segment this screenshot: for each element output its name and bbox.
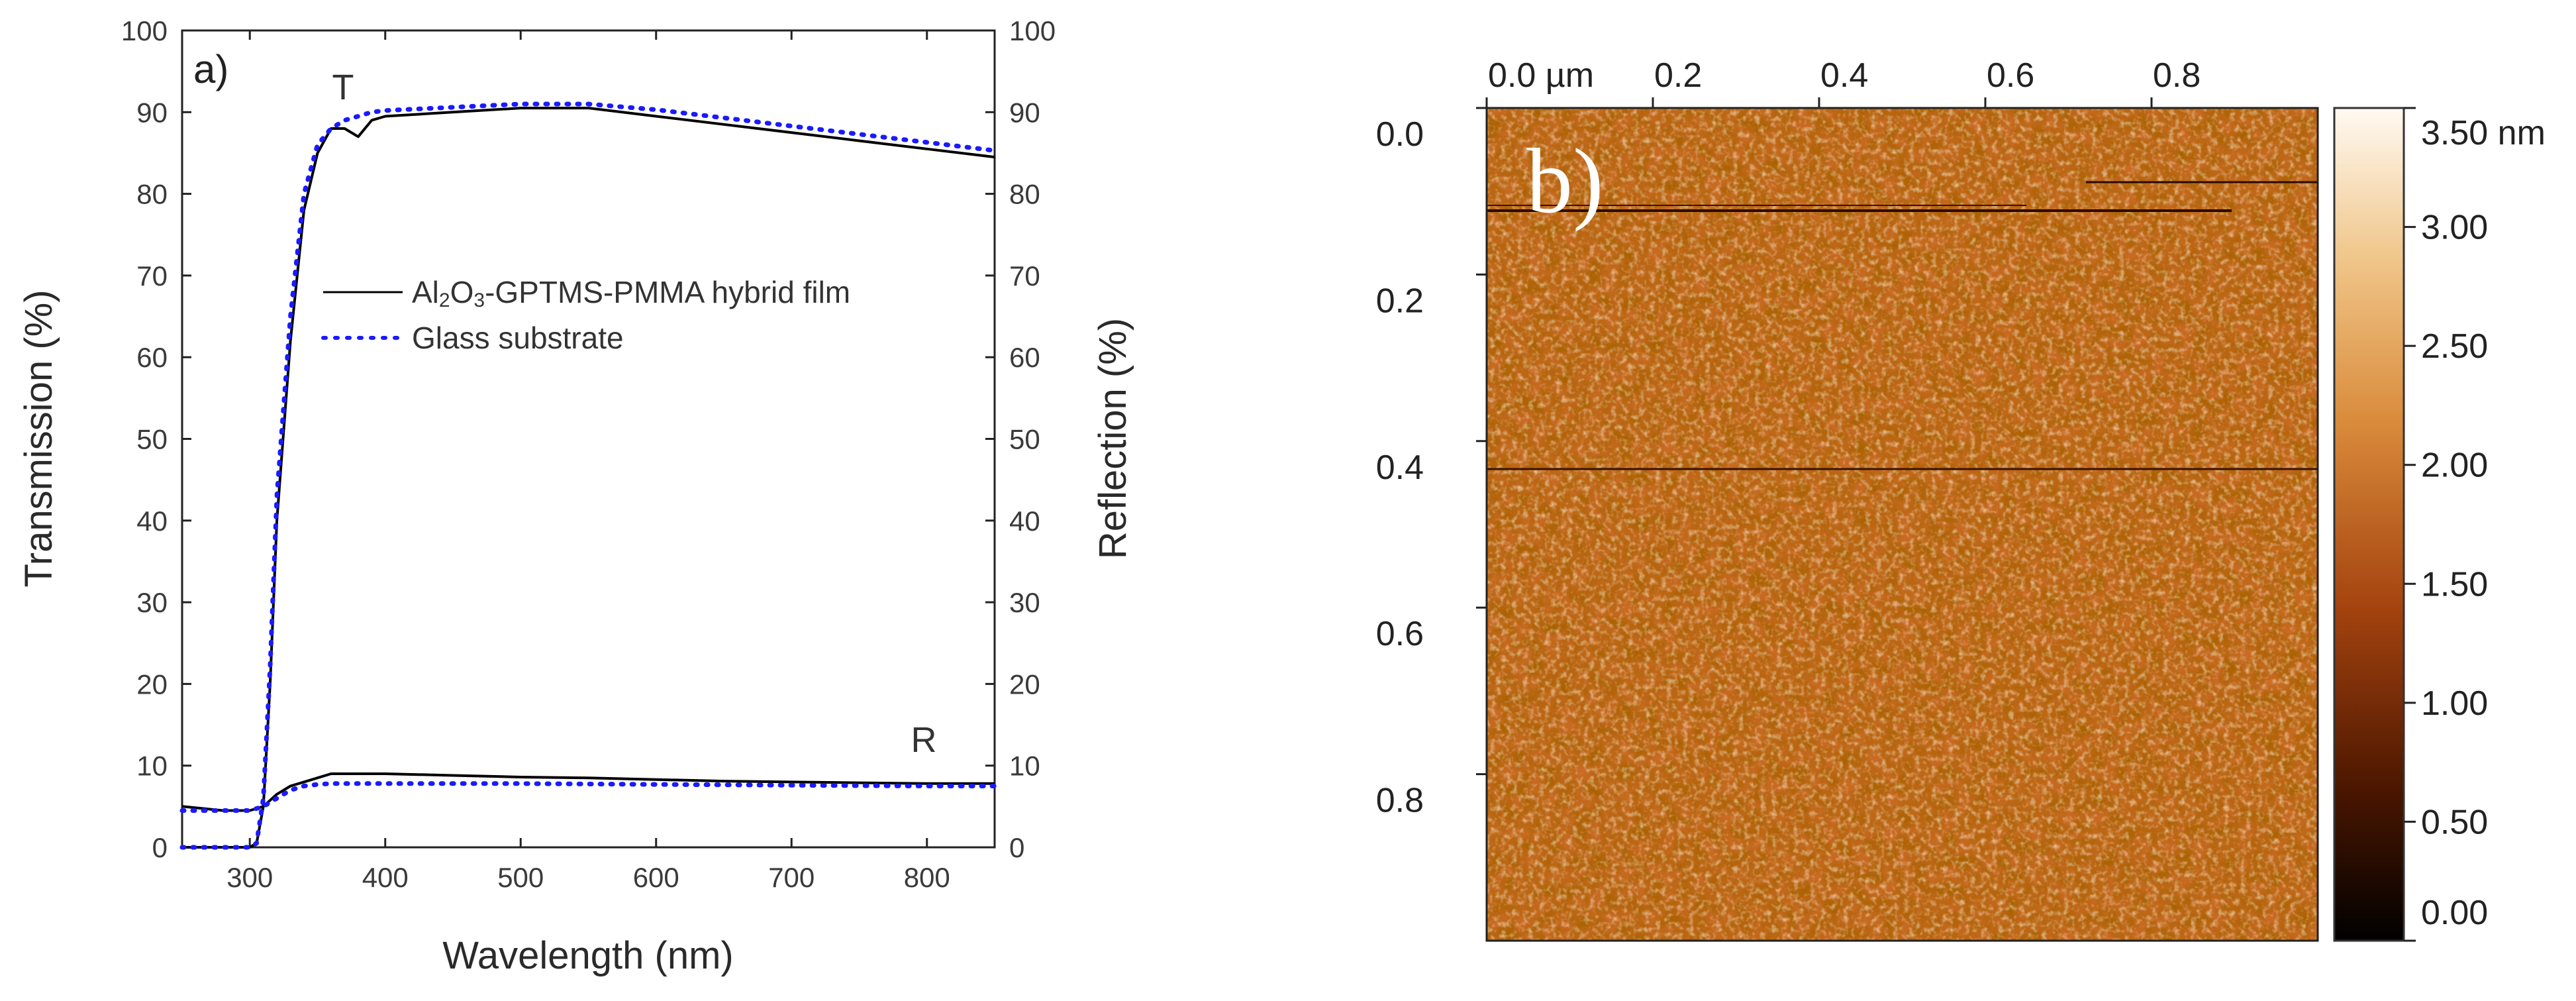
- y2-tick-label: 30: [1009, 587, 1040, 618]
- y-axis-right: 0 10 20 30 40 50 60 70 80 90 100: [985, 15, 1056, 863]
- colorbar-tick-label: 1.00: [2421, 684, 2488, 723]
- afm-height-map: [1487, 108, 2318, 941]
- afm-y-tick-label: 0.6: [1376, 615, 1424, 653]
- x-tick-label: 700: [768, 862, 815, 893]
- afm-x-axis: 0.0 µm 0.2 0.4 0.6 0.8: [1485, 56, 2201, 108]
- afm-x-tick-label: 0.2: [1654, 56, 1702, 95]
- y2-tick-label: 100: [1009, 15, 1056, 46]
- y2-tick-label: 10: [1009, 751, 1040, 782]
- annotation-R: R: [911, 720, 937, 760]
- panel-label-a: a): [193, 47, 228, 91]
- colorbar-tick-label: 2.00: [2421, 447, 2488, 485]
- y-tick-label: 10: [136, 751, 168, 782]
- afm-y-tick-label: 0.0: [1376, 115, 1424, 154]
- y-tick-label: 80: [136, 179, 168, 210]
- colorbar-tick-label: 1.50: [2421, 565, 2488, 604]
- y-tick-label: 0: [152, 832, 168, 863]
- y-axis-left: 0 10 20 30 40 50 60 70 80 90 100: [121, 15, 191, 863]
- afm-x-tick-label: 0.4: [1820, 56, 1868, 95]
- annotation-T: T: [332, 68, 354, 107]
- series-line-1: [179, 101, 997, 850]
- series-line-0: [182, 107, 995, 849]
- x-tick-label: 600: [633, 862, 679, 893]
- legend-label-glass: Glass substrate: [412, 321, 624, 355]
- panel-a-chart: a) 0 10 20 30 40 50 60 70 80 90 100 0 10 20 30 40 50 60 7…: [17, 15, 1134, 977]
- afm-y-tick-label: 0.2: [1376, 282, 1424, 320]
- colorbar: [2333, 107, 2405, 942]
- y-tick-label: 20: [136, 668, 168, 700]
- y-tick-label: 50: [136, 424, 168, 455]
- legend-label-hybrid-film: Al2O3-GPTMS-PMMA hybrid film: [412, 275, 850, 311]
- y2-tick-label: 80: [1009, 179, 1040, 210]
- legend: Al2O3-GPTMS-PMMA hybrid film Glass subst…: [321, 275, 850, 355]
- y-tick-label: 40: [136, 505, 168, 537]
- y-tick-label: 30: [136, 587, 168, 618]
- y2-tick-label: 70: [1009, 260, 1040, 291]
- y-tick-label: 60: [136, 342, 168, 373]
- y2-tick-label: 90: [1009, 97, 1040, 128]
- colorbar-tick-label: 3.50 nm: [2421, 114, 2546, 152]
- y2-tick-label: 60: [1009, 342, 1040, 373]
- colorbar-tick-label: 2.50: [2421, 327, 2488, 366]
- x-tick-label: 400: [362, 862, 409, 893]
- x-tick-label: 800: [904, 862, 950, 893]
- y2-tick-label: 40: [1009, 505, 1040, 537]
- series-layer: [179, 101, 997, 850]
- y-tick-label: 90: [136, 97, 168, 128]
- colorbar-tick-label: 0.50: [2421, 803, 2488, 841]
- y2-tick-label: 0: [1009, 832, 1024, 863]
- y-tick-label: 100: [121, 15, 168, 46]
- x-tick-label: 500: [497, 862, 544, 893]
- y2-tick-label: 20: [1009, 668, 1040, 700]
- afm-y-axis: 0.0 0.2 0.4 0.6 0.8: [1376, 107, 1487, 820]
- x-axis-title: Wavelength (nm): [442, 934, 733, 977]
- afm-x-tick-label: 0.8: [2153, 56, 2201, 95]
- series-line-2: [181, 772, 995, 812]
- colorbar-tick-label: 0.00: [2421, 894, 2488, 932]
- x-axis: 300 400 500 600 700 800: [226, 30, 950, 893]
- y-axis-title: Transmission (%): [17, 290, 60, 587]
- series-line-3: [179, 781, 997, 813]
- panel-b-afm-image: b) 0.0 µm 0.2 0.4 0.6 0.8 0.0 0.2 0.4 0.6 0.8 3.…: [1376, 56, 2546, 942]
- colorbar-axis: 3.50 nm 3.00 2.50 2.00 1.50 1.00 0.50 0.00: [2404, 107, 2546, 942]
- colorbar-tick-label: 3.00: [2421, 209, 2488, 247]
- afm-y-tick-label: 0.8: [1376, 782, 1424, 820]
- afm-frame: [1485, 107, 2319, 942]
- y-tick-label: 70: [136, 260, 168, 291]
- plot-frame: [181, 29, 996, 849]
- afm-x-tick-label: 0.6: [1987, 56, 2034, 95]
- afm-y-tick-label: 0.4: [1376, 448, 1424, 487]
- x-tick-label: 300: [226, 862, 273, 893]
- y2-axis-title: Reflection (%): [1091, 318, 1134, 559]
- afm-x-tick-label: 0.0 µm: [1488, 56, 1594, 95]
- panel-label-b: b): [1526, 130, 1604, 233]
- y2-tick-label: 50: [1009, 424, 1040, 455]
